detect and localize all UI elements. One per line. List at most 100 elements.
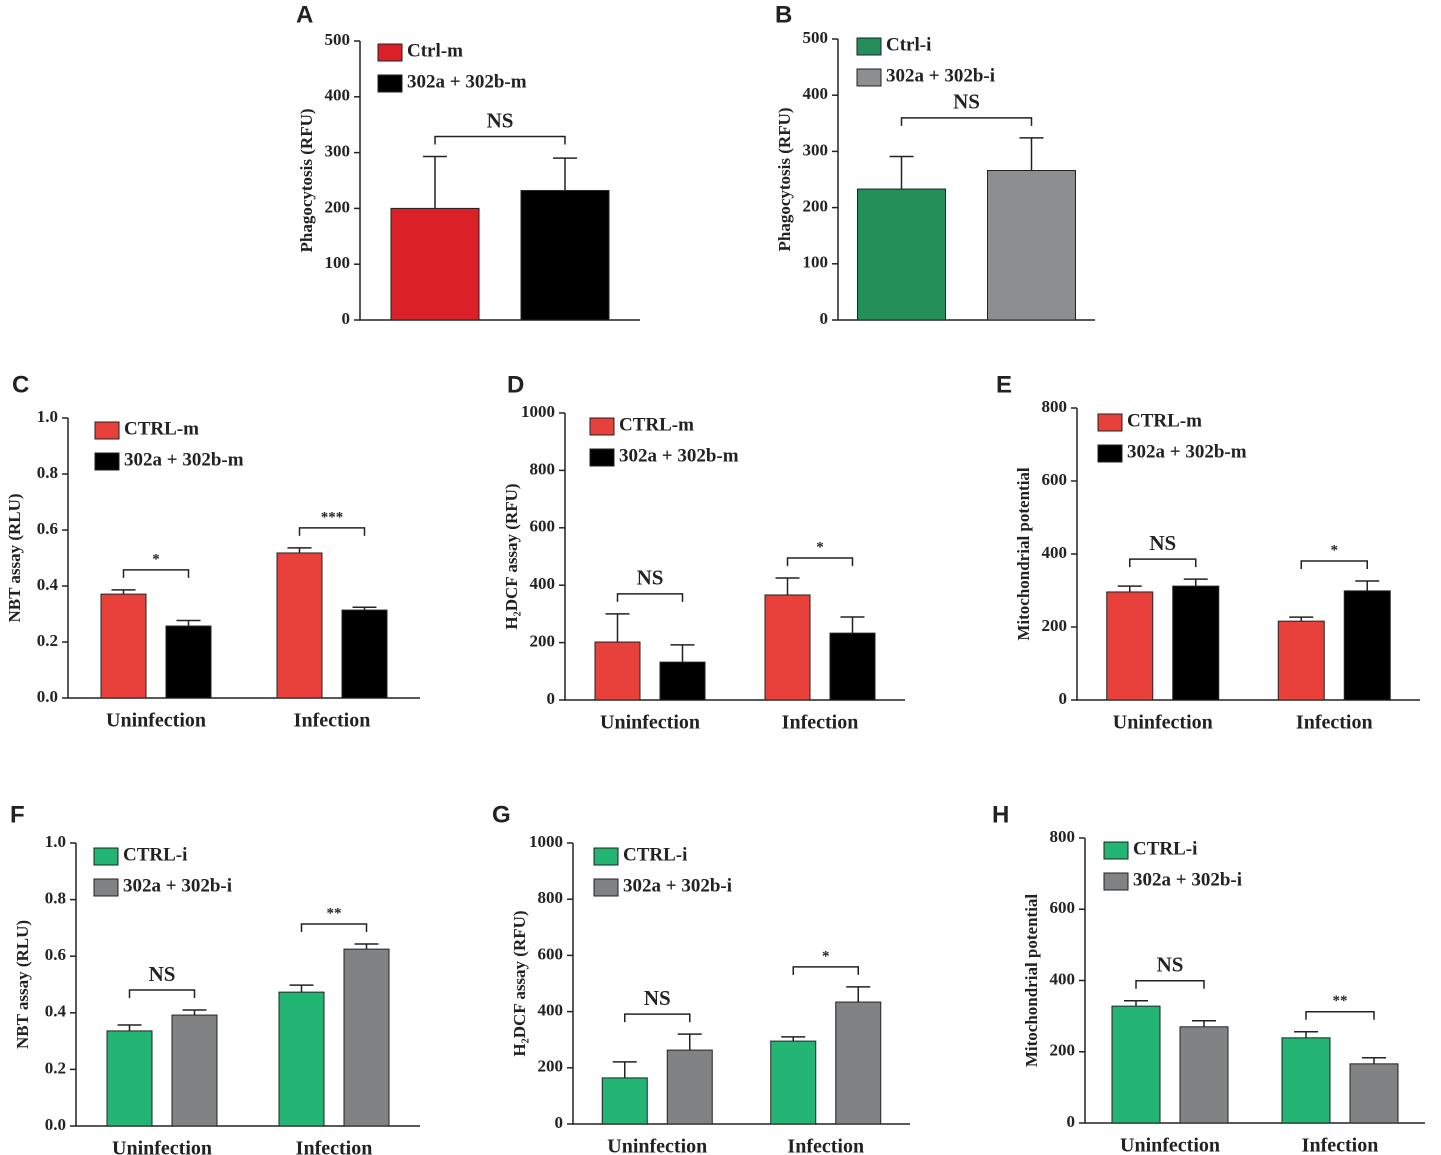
x-tick-label: Infection	[1296, 712, 1373, 734]
bar	[1277, 620, 1325, 701]
y-tick-label: 600	[1050, 898, 1076, 917]
significance-label: NS	[1149, 531, 1176, 555]
x-tick-label: Uninfection	[600, 712, 700, 734]
y-tick-label: 200	[803, 197, 829, 216]
y-tick-label: 200	[325, 197, 351, 216]
bar	[341, 609, 388, 699]
legend-swatch	[377, 43, 403, 62]
y-tick-label: 100	[325, 253, 351, 272]
bar	[770, 1040, 817, 1125]
bar	[100, 593, 147, 699]
legend-label: CTRL-i	[123, 844, 187, 865]
significance-label: *	[822, 948, 830, 964]
legend-swatch	[1103, 841, 1129, 860]
legend-label: CTRL-i	[623, 844, 687, 865]
y-tick-label: 400	[325, 86, 351, 105]
y-axis-label: H₂DCF assay (RFU)	[502, 483, 521, 629]
panel-label: G	[492, 801, 511, 828]
y-tick-label: 400	[538, 1001, 564, 1020]
y-tick-label: 0	[1067, 1112, 1076, 1131]
significance-label: ***	[321, 509, 344, 525]
bar	[165, 625, 212, 699]
y-axis-label: Phagocytosis (RFU)	[775, 107, 794, 251]
significance-bracket	[298, 527, 366, 536]
legend-swatch	[94, 421, 120, 440]
y-tick-label: 1.0	[45, 832, 66, 851]
significance-label: NS	[953, 90, 980, 114]
y-tick-label: 200	[530, 632, 556, 651]
legend-label: CTRL-i	[1133, 838, 1197, 859]
legend-swatch	[856, 68, 882, 87]
legend-swatch	[93, 878, 119, 897]
legend-label: CTRL-m	[619, 414, 694, 435]
y-tick-label: 0	[820, 309, 829, 328]
y-tick-label: 0.4	[45, 1002, 67, 1021]
significance-label: NS	[644, 986, 671, 1010]
legend-swatch	[377, 74, 403, 93]
legend-label: Ctrl-i	[886, 34, 931, 55]
legend-swatch	[94, 452, 120, 471]
y-tick-label: 500	[325, 30, 351, 49]
bar	[857, 188, 946, 321]
y-axis-label: NBT assay (RLU)	[13, 920, 32, 1049]
legend-label: 302a + 302b-i	[623, 875, 732, 896]
panel-label: A	[296, 1, 313, 28]
x-tick-label: Infection	[294, 710, 371, 732]
significance-bracket	[434, 135, 566, 145]
x-tick-label: Uninfection	[112, 1138, 212, 1155]
bar	[390, 207, 480, 321]
y-tick-label: 0.2	[45, 1058, 66, 1077]
y-tick-label: 0.6	[45, 945, 66, 964]
bar	[171, 1014, 218, 1127]
y-tick-label: 800	[538, 888, 564, 907]
y-tick-label: 0.8	[37, 463, 58, 482]
significance-label: NS	[487, 108, 514, 132]
significance-bracket	[786, 557, 854, 567]
bar	[764, 594, 811, 701]
significance-label: *	[1331, 542, 1339, 558]
y-tick-label: 400	[803, 84, 829, 103]
legend-swatch	[1097, 444, 1123, 463]
significance-label: *	[816, 539, 824, 555]
legend-swatch	[593, 878, 619, 897]
y-tick-label: 1.0	[37, 407, 58, 426]
x-tick-label: Uninfection	[1120, 1135, 1220, 1155]
panel-label: B	[775, 1, 792, 28]
y-tick-label: 0	[342, 309, 351, 328]
y-tick-label: 0.4	[37, 575, 59, 594]
bar	[343, 948, 390, 1127]
legend-swatch	[1103, 872, 1129, 891]
y-tick-label: 1000	[529, 832, 563, 851]
legend-label: 302a + 302b-i	[1133, 869, 1242, 890]
legend-swatch	[593, 847, 619, 866]
bar	[835, 1001, 882, 1125]
bar	[1172, 585, 1220, 701]
y-tick-label: 100	[803, 253, 829, 272]
legend-swatch	[1097, 413, 1123, 432]
bar	[1179, 1026, 1229, 1124]
y-tick-label: 500	[803, 28, 829, 47]
legend-label: 302a + 302b-m	[124, 449, 244, 470]
significance-bracket	[300, 923, 368, 933]
significance-bracket	[624, 1013, 691, 1023]
panel-label: C	[12, 371, 29, 398]
bar	[1281, 1037, 1331, 1124]
panel-label: E	[996, 371, 1012, 398]
x-tick-label: Uninfection	[1113, 712, 1213, 734]
y-tick-label: 0.0	[45, 1115, 66, 1134]
y-tick-label: 600	[530, 517, 556, 536]
legend-label: CTRL-m	[1127, 410, 1202, 431]
y-tick-label: 1000	[521, 402, 555, 421]
legend-label: 302a + 302b-i	[123, 875, 232, 896]
y-tick-label: 0	[555, 1113, 564, 1132]
y-tick-label: 300	[325, 142, 351, 161]
bar	[987, 170, 1076, 321]
bar	[659, 661, 706, 701]
y-tick-label: 400	[1050, 969, 1076, 988]
significance-bracket	[1135, 980, 1205, 989]
panel-label: D	[507, 371, 524, 398]
x-tick-label: Infection	[296, 1138, 373, 1155]
y-tick-label: 600	[538, 944, 564, 963]
significance-bracket	[792, 966, 859, 975]
